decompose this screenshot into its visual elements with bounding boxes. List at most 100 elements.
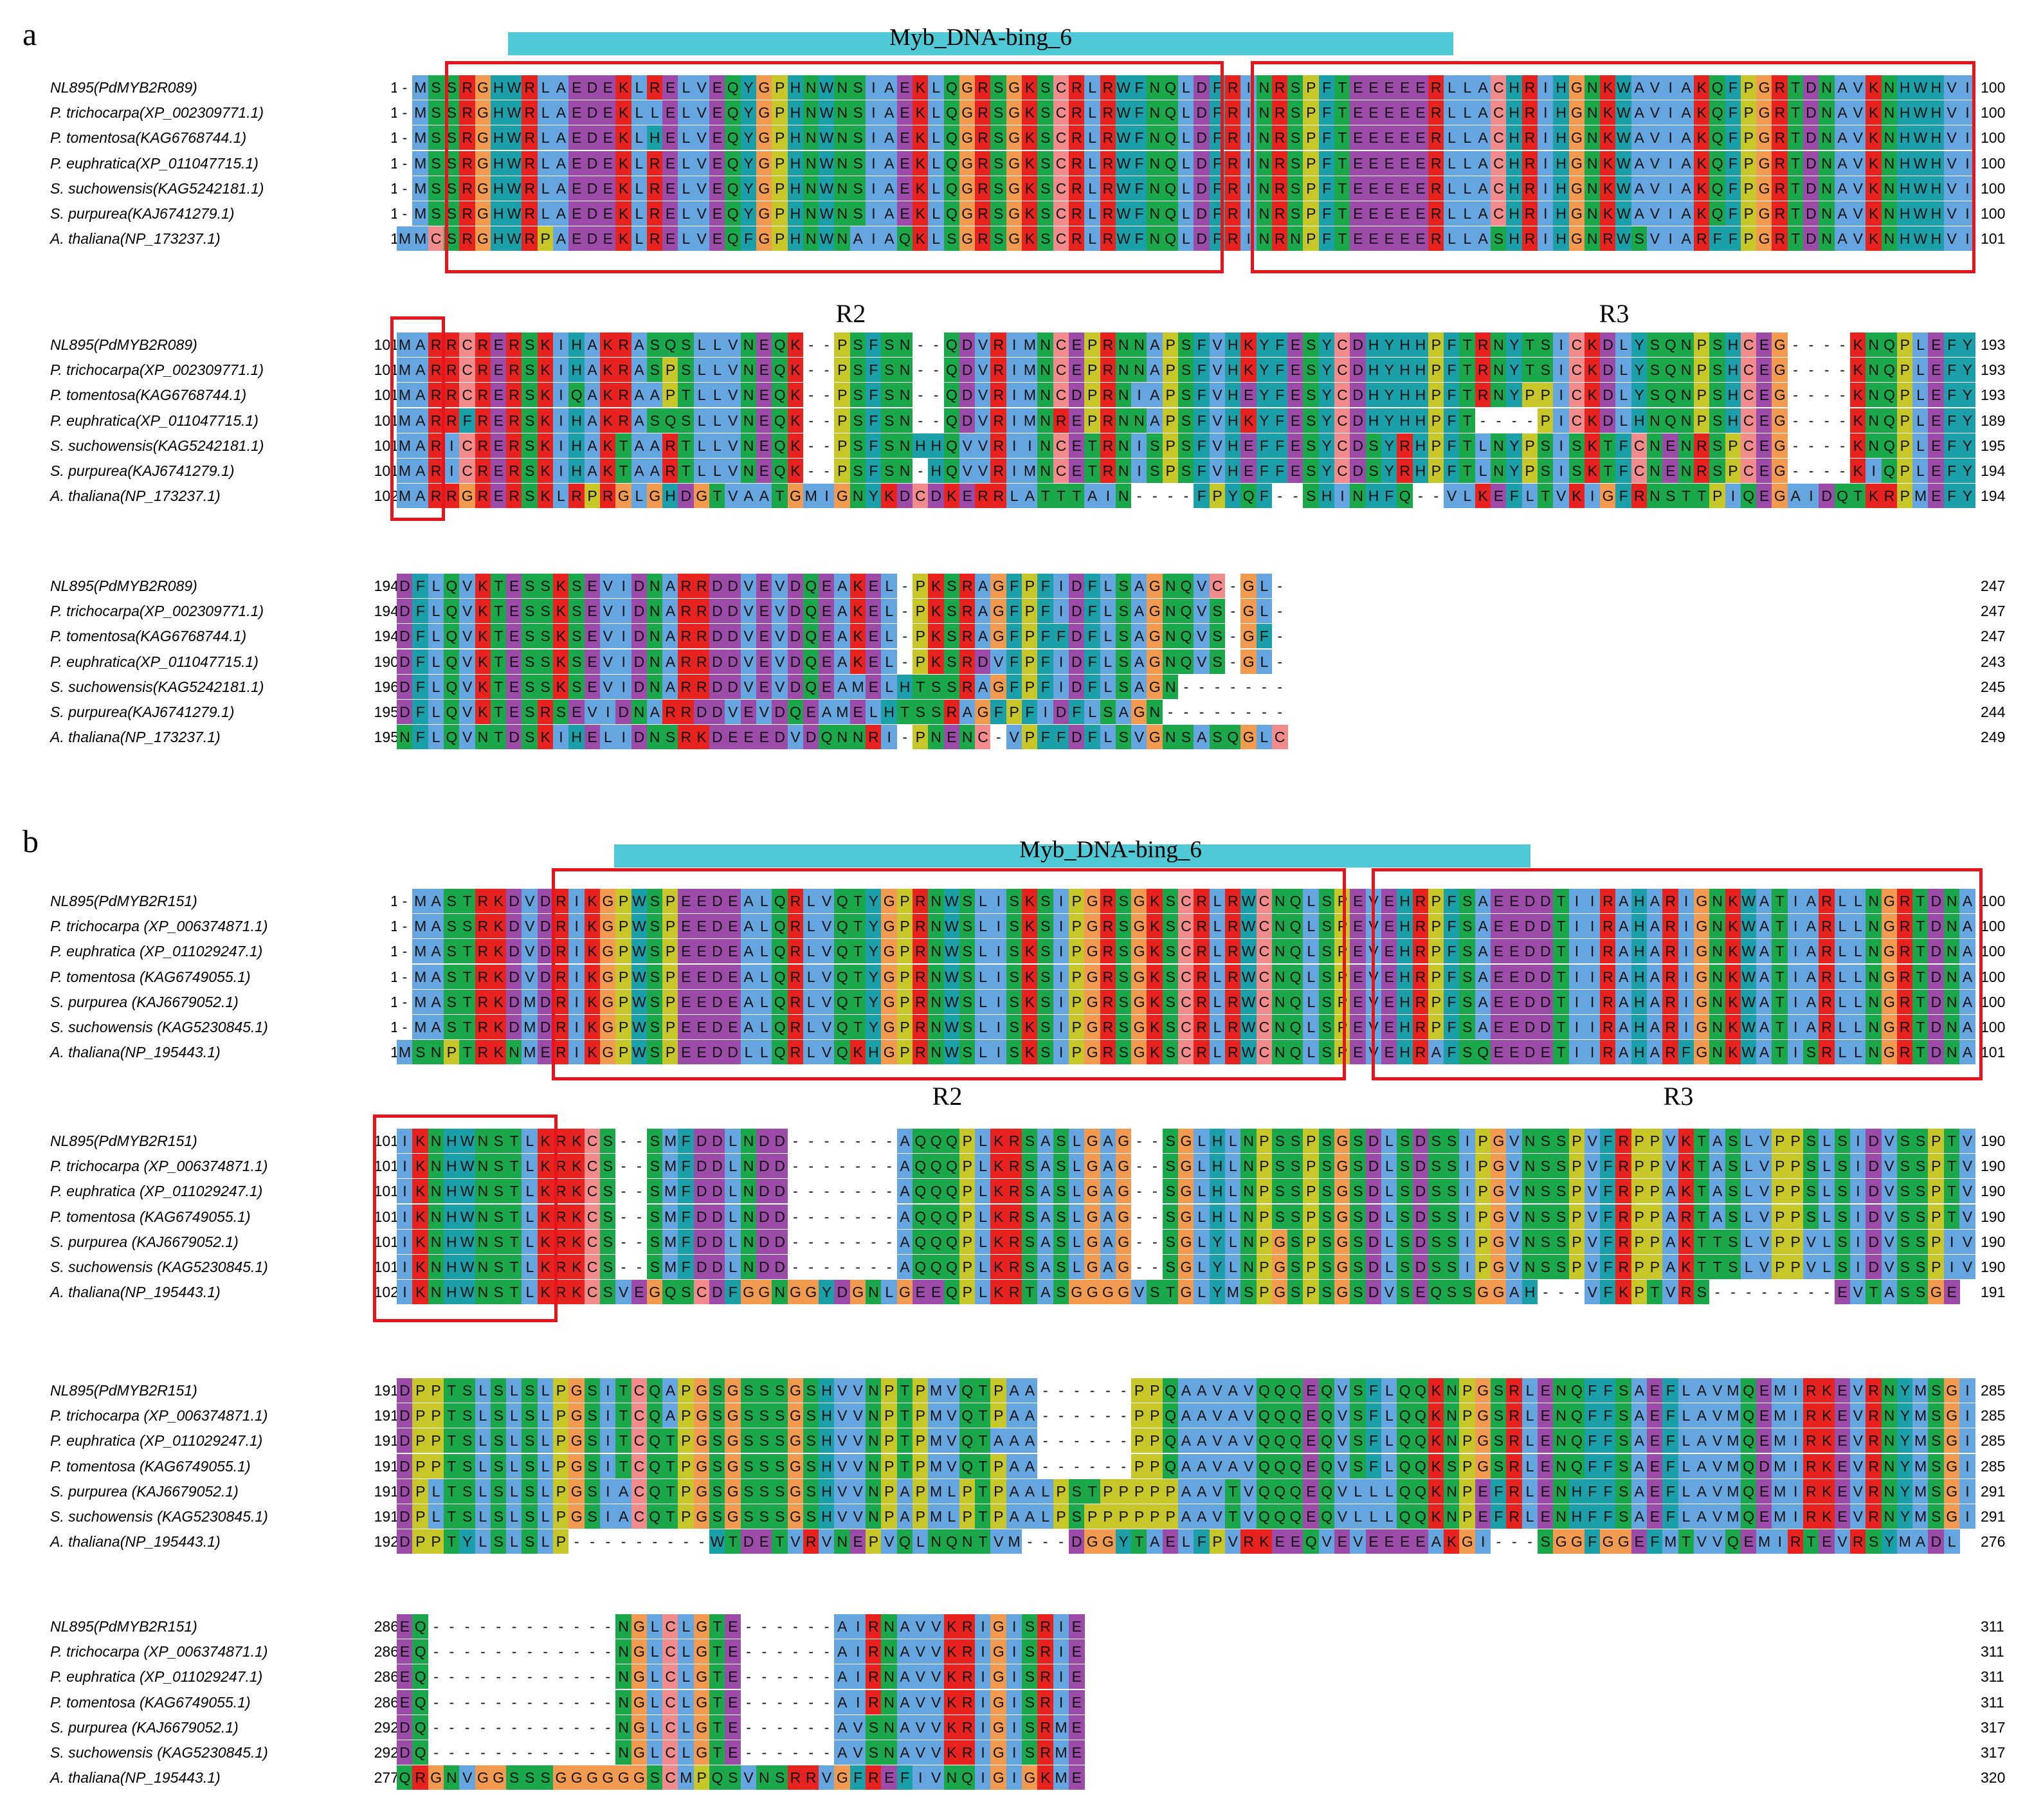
residue: -	[928, 332, 945, 357]
residue: V	[928, 1715, 945, 1740]
residue: S	[568, 574, 585, 598]
residue: V	[912, 1715, 929, 1740]
residue: S	[1928, 1378, 1945, 1403]
residue: E	[1303, 1403, 1320, 1428]
residue: F	[1615, 459, 1632, 483]
residue: L	[1194, 1229, 1210, 1254]
residue: Q	[1271, 1428, 1288, 1453]
end-position: 285	[1981, 1382, 2006, 1399]
residue: N	[646, 599, 663, 624]
residue: N	[803, 150, 819, 176]
residue: S	[1896, 1129, 1913, 1153]
residue: M	[1725, 1428, 1741, 1453]
residue: L	[1084, 700, 1101, 724]
residue: C	[1053, 150, 1069, 176]
residue: E	[725, 1689, 741, 1715]
residue: -	[787, 1229, 804, 1254]
residue: S	[522, 624, 538, 649]
residue: S	[756, 1504, 772, 1529]
residue: T	[443, 1453, 460, 1479]
residue: S	[1834, 1129, 1851, 1153]
residue: -	[553, 1689, 569, 1715]
residue: E	[740, 700, 757, 724]
start-position: 1	[390, 154, 399, 172]
residue: -	[1224, 599, 1241, 624]
residue: C	[1053, 433, 1069, 458]
residue: P	[1131, 1428, 1147, 1453]
residue: V	[693, 100, 710, 125]
residue: K	[990, 1154, 1007, 1179]
residue: K	[1428, 1453, 1444, 1479]
residue: S	[1318, 1204, 1335, 1229]
residue: V	[740, 574, 757, 598]
start-position: 286	[374, 1693, 399, 1711]
residue: V	[1584, 1179, 1601, 1204]
residue: -	[1240, 674, 1257, 699]
residue: F	[1725, 125, 1741, 150]
residue: R	[646, 75, 663, 100]
residue: T	[975, 1479, 991, 1504]
residue: P	[1787, 1179, 1804, 1204]
residue: T	[1787, 75, 1804, 100]
residue: R	[678, 574, 695, 598]
residue: G	[725, 1378, 741, 1403]
residue: -	[912, 408, 929, 433]
residue: D	[631, 599, 648, 624]
residue: T	[896, 1378, 913, 1403]
residue: P	[1147, 1428, 1163, 1453]
residue: K	[849, 599, 866, 624]
residue: P	[662, 358, 678, 383]
residue: H	[1506, 150, 1523, 176]
residue: S	[646, 1179, 663, 1204]
residue: V	[1756, 1204, 1772, 1229]
residue: -	[912, 459, 929, 483]
residue: Q	[725, 176, 741, 201]
residue: C	[584, 1129, 601, 1153]
residue: I	[1006, 1715, 1022, 1740]
residue: Q	[662, 1280, 678, 1305]
residue: E	[1068, 459, 1085, 483]
residue: S	[1444, 1229, 1460, 1254]
residue: C	[459, 459, 476, 483]
residue: N	[1678, 433, 1694, 458]
residue: G	[1147, 649, 1163, 674]
residue: -	[1147, 1255, 1163, 1279]
end-position: 243	[1981, 653, 2006, 670]
residue: T	[490, 674, 507, 699]
residue: S	[428, 100, 444, 125]
residue: I	[553, 358, 569, 383]
residue: H	[1506, 125, 1523, 150]
residue: G	[1459, 1529, 1476, 1554]
residue: S	[990, 150, 1007, 176]
residue: S	[1178, 408, 1194, 433]
residue: C	[1053, 176, 1069, 201]
residue: S	[1350, 1154, 1367, 1179]
residue: -	[506, 1639, 522, 1664]
residue: L	[709, 383, 725, 408]
residue: L	[631, 176, 648, 201]
residue: R	[866, 1765, 882, 1790]
residue: F	[1006, 674, 1022, 699]
residue: P	[990, 1504, 1007, 1529]
residue: G	[896, 1280, 913, 1305]
residue: S	[803, 1453, 819, 1479]
residue: N	[1147, 75, 1163, 100]
residue: A	[1178, 1428, 1194, 1453]
residue: E	[662, 176, 678, 201]
residue: V	[1662, 1129, 1679, 1153]
residue: E	[506, 574, 522, 598]
residue: R	[678, 649, 695, 674]
residue: S	[1647, 332, 1663, 357]
residue: L	[1819, 1255, 1835, 1279]
residue: R	[975, 484, 991, 509]
residue: K	[990, 1179, 1007, 1204]
residue: R	[506, 433, 522, 458]
residue: G	[1600, 484, 1616, 509]
residue: Y	[1631, 383, 1648, 408]
residue: F	[412, 599, 429, 624]
residue: A	[834, 1715, 851, 1740]
residue: L	[1459, 484, 1476, 509]
residue: V	[725, 700, 741, 724]
residue: Q	[1740, 1428, 1757, 1453]
